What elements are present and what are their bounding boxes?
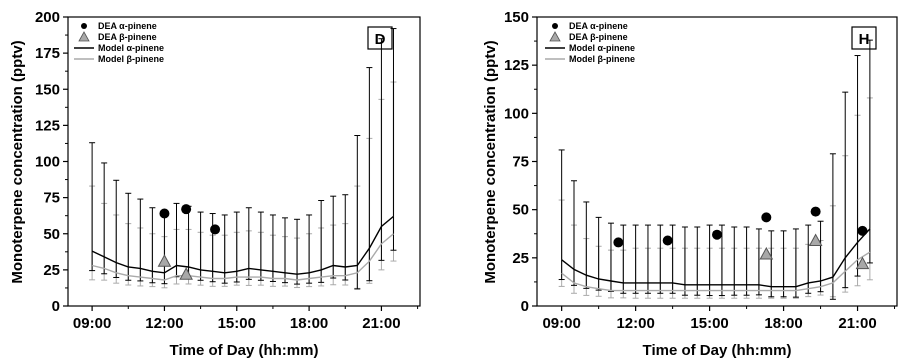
series-line-model-pinene [91, 215, 394, 275]
y-tick-label: 25 [43, 262, 60, 279]
data-point-dea-alpha [712, 229, 722, 240]
data-point-dea-beta [157, 254, 172, 267]
legend-label: Model β-pinene [569, 54, 635, 64]
y-axis-title: Monoterpene concentration (pptv) [9, 40, 26, 283]
x-tick-label: 15:00 [218, 315, 256, 332]
y-tick-label: 125 [504, 57, 529, 74]
legend-label: DEA α-pinene [569, 21, 628, 31]
x-tick-label: 12:00 [145, 315, 183, 332]
y-tick-label: 150 [504, 9, 529, 26]
y-axis-title: Monoterpene concentration (pptv) [482, 40, 499, 283]
panel-label: D [375, 31, 386, 48]
y-tick-label: 125 [35, 117, 60, 134]
panel-label: H [859, 31, 870, 48]
data-point-dea-alpha [857, 225, 868, 236]
x-tick-label: 12:00 [616, 315, 654, 332]
legend-label: DEA β-pinene [98, 32, 157, 42]
legend-label: Model α-pinene [98, 43, 164, 53]
data-point-dea-alpha [210, 224, 221, 235]
x-tick-label: 09:00 [73, 315, 111, 332]
data-point-dea-alpha [810, 206, 821, 217]
panel-label-box [367, 26, 393, 50]
data-point-dea-alpha [613, 237, 624, 248]
y-tick-label: 0 [52, 298, 60, 315]
series-line-model-pinene [561, 228, 871, 288]
y-tick-label: 0 [521, 298, 529, 315]
legend-label: DEA α-pinene [98, 21, 157, 31]
x-axis-title: Time of Day (hh:mm) [170, 342, 319, 359]
data-point-dea-beta [759, 246, 774, 260]
data-point-dea-alpha [159, 208, 170, 219]
series-line-model-pinene [91, 233, 394, 281]
y-tick-label: 75 [512, 154, 529, 171]
series-line-model-pinene [561, 251, 871, 292]
legend-label: Model α-pinene [569, 43, 635, 53]
legend-marker-circle [81, 23, 87, 29]
data-point-dea-alpha [662, 235, 673, 246]
legend-label: Model β-pinene [98, 54, 164, 64]
x-tick-label: 21:00 [838, 315, 876, 332]
chart-panel-d: 0 25 50 75 100 125 150 175 200 09:00 12:00 15:00 18:… [9, 9, 421, 359]
legend-label: DEA β-pinene [569, 32, 628, 42]
data-point-dea-beta [808, 233, 823, 246]
x-tick-label: 18:00 [290, 315, 328, 332]
y-tick-label: 200 [35, 9, 60, 26]
data-point-dea-beta [179, 267, 193, 280]
x-tick-label: 15:00 [690, 315, 728, 332]
y-tick-label: 50 [512, 202, 529, 219]
data-point-dea-alpha [181, 204, 192, 215]
legend-marker-triangle [549, 31, 561, 42]
y-tick-label: 175 [35, 45, 60, 62]
y-tick-label: 25 [512, 250, 529, 267]
y-tick-label: 100 [504, 105, 529, 122]
y-tick-label: 100 [35, 154, 60, 171]
y-tick-label: 75 [43, 190, 60, 207]
x-tick-label: 18:00 [764, 315, 802, 332]
y-tick-label: 150 [35, 81, 60, 98]
legend-marker-triangle [78, 31, 90, 42]
data-point-dea-alpha [761, 212, 772, 223]
x-tick-label: 09:00 [542, 315, 580, 332]
x-axis-title: Time of Day (hh:mm) [643, 342, 792, 359]
legend-marker-circle [552, 23, 558, 29]
chart-panel-h: 0 25 50 75 100 125 150 09:00 12:00 15:00 18:00 21:0… [482, 9, 898, 359]
data-point-dea-beta [855, 256, 870, 270]
y-tick-label: 50 [43, 226, 60, 243]
x-tick-label: 21:00 [362, 315, 400, 332]
